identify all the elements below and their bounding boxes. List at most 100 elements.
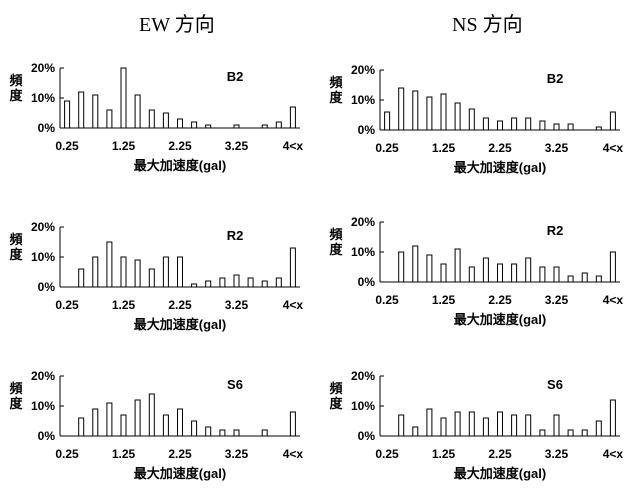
panel-label-r2: R2: [227, 228, 244, 243]
y-tick-label: 10%: [31, 91, 55, 105]
y-tick-label: 20%: [31, 220, 55, 234]
bar: [609, 111, 616, 131]
bar: [553, 266, 560, 283]
bar: [162, 414, 169, 437]
bar: [440, 93, 447, 131]
bar: [120, 67, 127, 129]
bar: [581, 272, 588, 283]
bar: [468, 108, 475, 131]
x-axis-label: 最大加速度(gal): [134, 158, 226, 173]
bar: [511, 117, 518, 131]
bar: [609, 251, 616, 283]
x-tick-label: 0.25: [375, 447, 399, 461]
bar: [440, 263, 447, 283]
bar: [177, 118, 183, 129]
bar: [219, 277, 226, 288]
x-tick-label: 0.25: [55, 298, 79, 312]
bar: [595, 420, 602, 437]
bar: [440, 417, 447, 437]
bar: [525, 117, 532, 131]
bar: [454, 248, 461, 283]
x-tick-label: 1.25: [432, 141, 456, 155]
bar: [482, 417, 489, 437]
bar: [191, 420, 198, 437]
bar: [567, 429, 574, 437]
y-axis-label: 頻度: [9, 232, 23, 262]
x-tick-label: 2.25: [168, 298, 192, 312]
bar: [511, 414, 518, 437]
bar: [384, 111, 391, 131]
bar: [567, 275, 574, 283]
x-axis-label: 最大加速度(gal): [134, 466, 226, 481]
bar: [412, 90, 419, 131]
y-tick-label: 10%: [31, 399, 55, 413]
bar: [78, 268, 85, 288]
chart-panel-ns-s6: 0% 10% 20% 頻度 S6 0.25 1.25 2.25 3.25 4<x 最大加速度(gal…: [329, 369, 623, 481]
bar: [454, 102, 461, 131]
bar: [78, 91, 85, 129]
bar: [497, 411, 503, 437]
bar: [205, 426, 212, 437]
bar: [92, 408, 99, 437]
bar: [468, 411, 475, 437]
y-axis-label: 頻度: [9, 73, 23, 103]
x-tick-label: 1.25: [432, 447, 456, 461]
bar: [426, 96, 433, 131]
x-axis-label: 最大加速度(gal): [454, 160, 546, 175]
x-tick-label: 1.25: [112, 298, 136, 312]
bar: [106, 241, 113, 288]
chart-panel-ew-b2: 0% 10% 20% 頻度 B2 0.25 1.25 2.25 3.25 4<x 最大加速度(gal…: [9, 61, 303, 173]
bar: [247, 277, 254, 288]
bar: [609, 399, 616, 437]
bar: [482, 117, 489, 131]
x-tick-label: 2.25: [488, 293, 512, 307]
y-tick-label: 0%: [38, 280, 56, 294]
bar: [468, 266, 475, 283]
bar: [275, 121, 282, 129]
bar: [398, 87, 405, 131]
panel-label-s6: S6: [227, 377, 243, 392]
x-tick-label: 1.25: [112, 139, 136, 153]
x-axis-label: 最大加速度(gal): [454, 466, 546, 481]
bar: [177, 256, 183, 288]
x-tick-label: 3.25: [545, 141, 569, 155]
x-tick-label: 0.25: [375, 141, 399, 155]
bar: [134, 94, 141, 129]
bar: [191, 283, 198, 288]
y-tick-label: 10%: [351, 245, 375, 259]
y-tick-label: 20%: [351, 63, 375, 77]
panel-label-s6: S6: [547, 377, 563, 392]
panel-label-r2: R2: [547, 223, 564, 238]
chart-panel-ns-r2: 0% 10% 20% 頻度 R2 0.25 1.25 2.25 3.25 4<x 最大加速度(gal…: [329, 215, 623, 327]
bar: [219, 429, 226, 437]
bar: [92, 256, 99, 288]
x-tick-label: 4<x: [283, 447, 304, 461]
y-axis-label: 頻度: [9, 381, 23, 411]
bar: [525, 257, 532, 283]
bar: [426, 408, 433, 437]
y-tick-label: 10%: [351, 93, 375, 107]
panel-label-b2: B2: [227, 69, 244, 84]
bar: [595, 275, 602, 283]
bar: [233, 429, 240, 437]
x-tick-label: 3.25: [545, 293, 569, 307]
bar: [454, 411, 461, 437]
x-tick-label: 3.25: [225, 447, 249, 461]
bar: [148, 109, 155, 129]
bar: [412, 426, 419, 437]
ns-column-title: NS 方向: [452, 14, 523, 36]
bar: [398, 414, 405, 437]
x-tick-label: 1.25: [432, 293, 456, 307]
bar: [275, 277, 282, 288]
bar: [539, 120, 546, 131]
x-tick-label: 0.25: [55, 447, 79, 461]
bar: [233, 274, 240, 288]
x-tick-label: 4<x: [603, 293, 624, 307]
bar: [233, 124, 240, 129]
chart-panel-ew-r2: 0% 10% 20% 頻度 R2 0.25 1.25 2.25 3.25 4<x 最大加速度(gal…: [9, 220, 303, 332]
bar: [539, 429, 546, 437]
bar: [553, 414, 560, 437]
bar: [177, 408, 183, 437]
y-tick-label: 0%: [358, 123, 376, 137]
